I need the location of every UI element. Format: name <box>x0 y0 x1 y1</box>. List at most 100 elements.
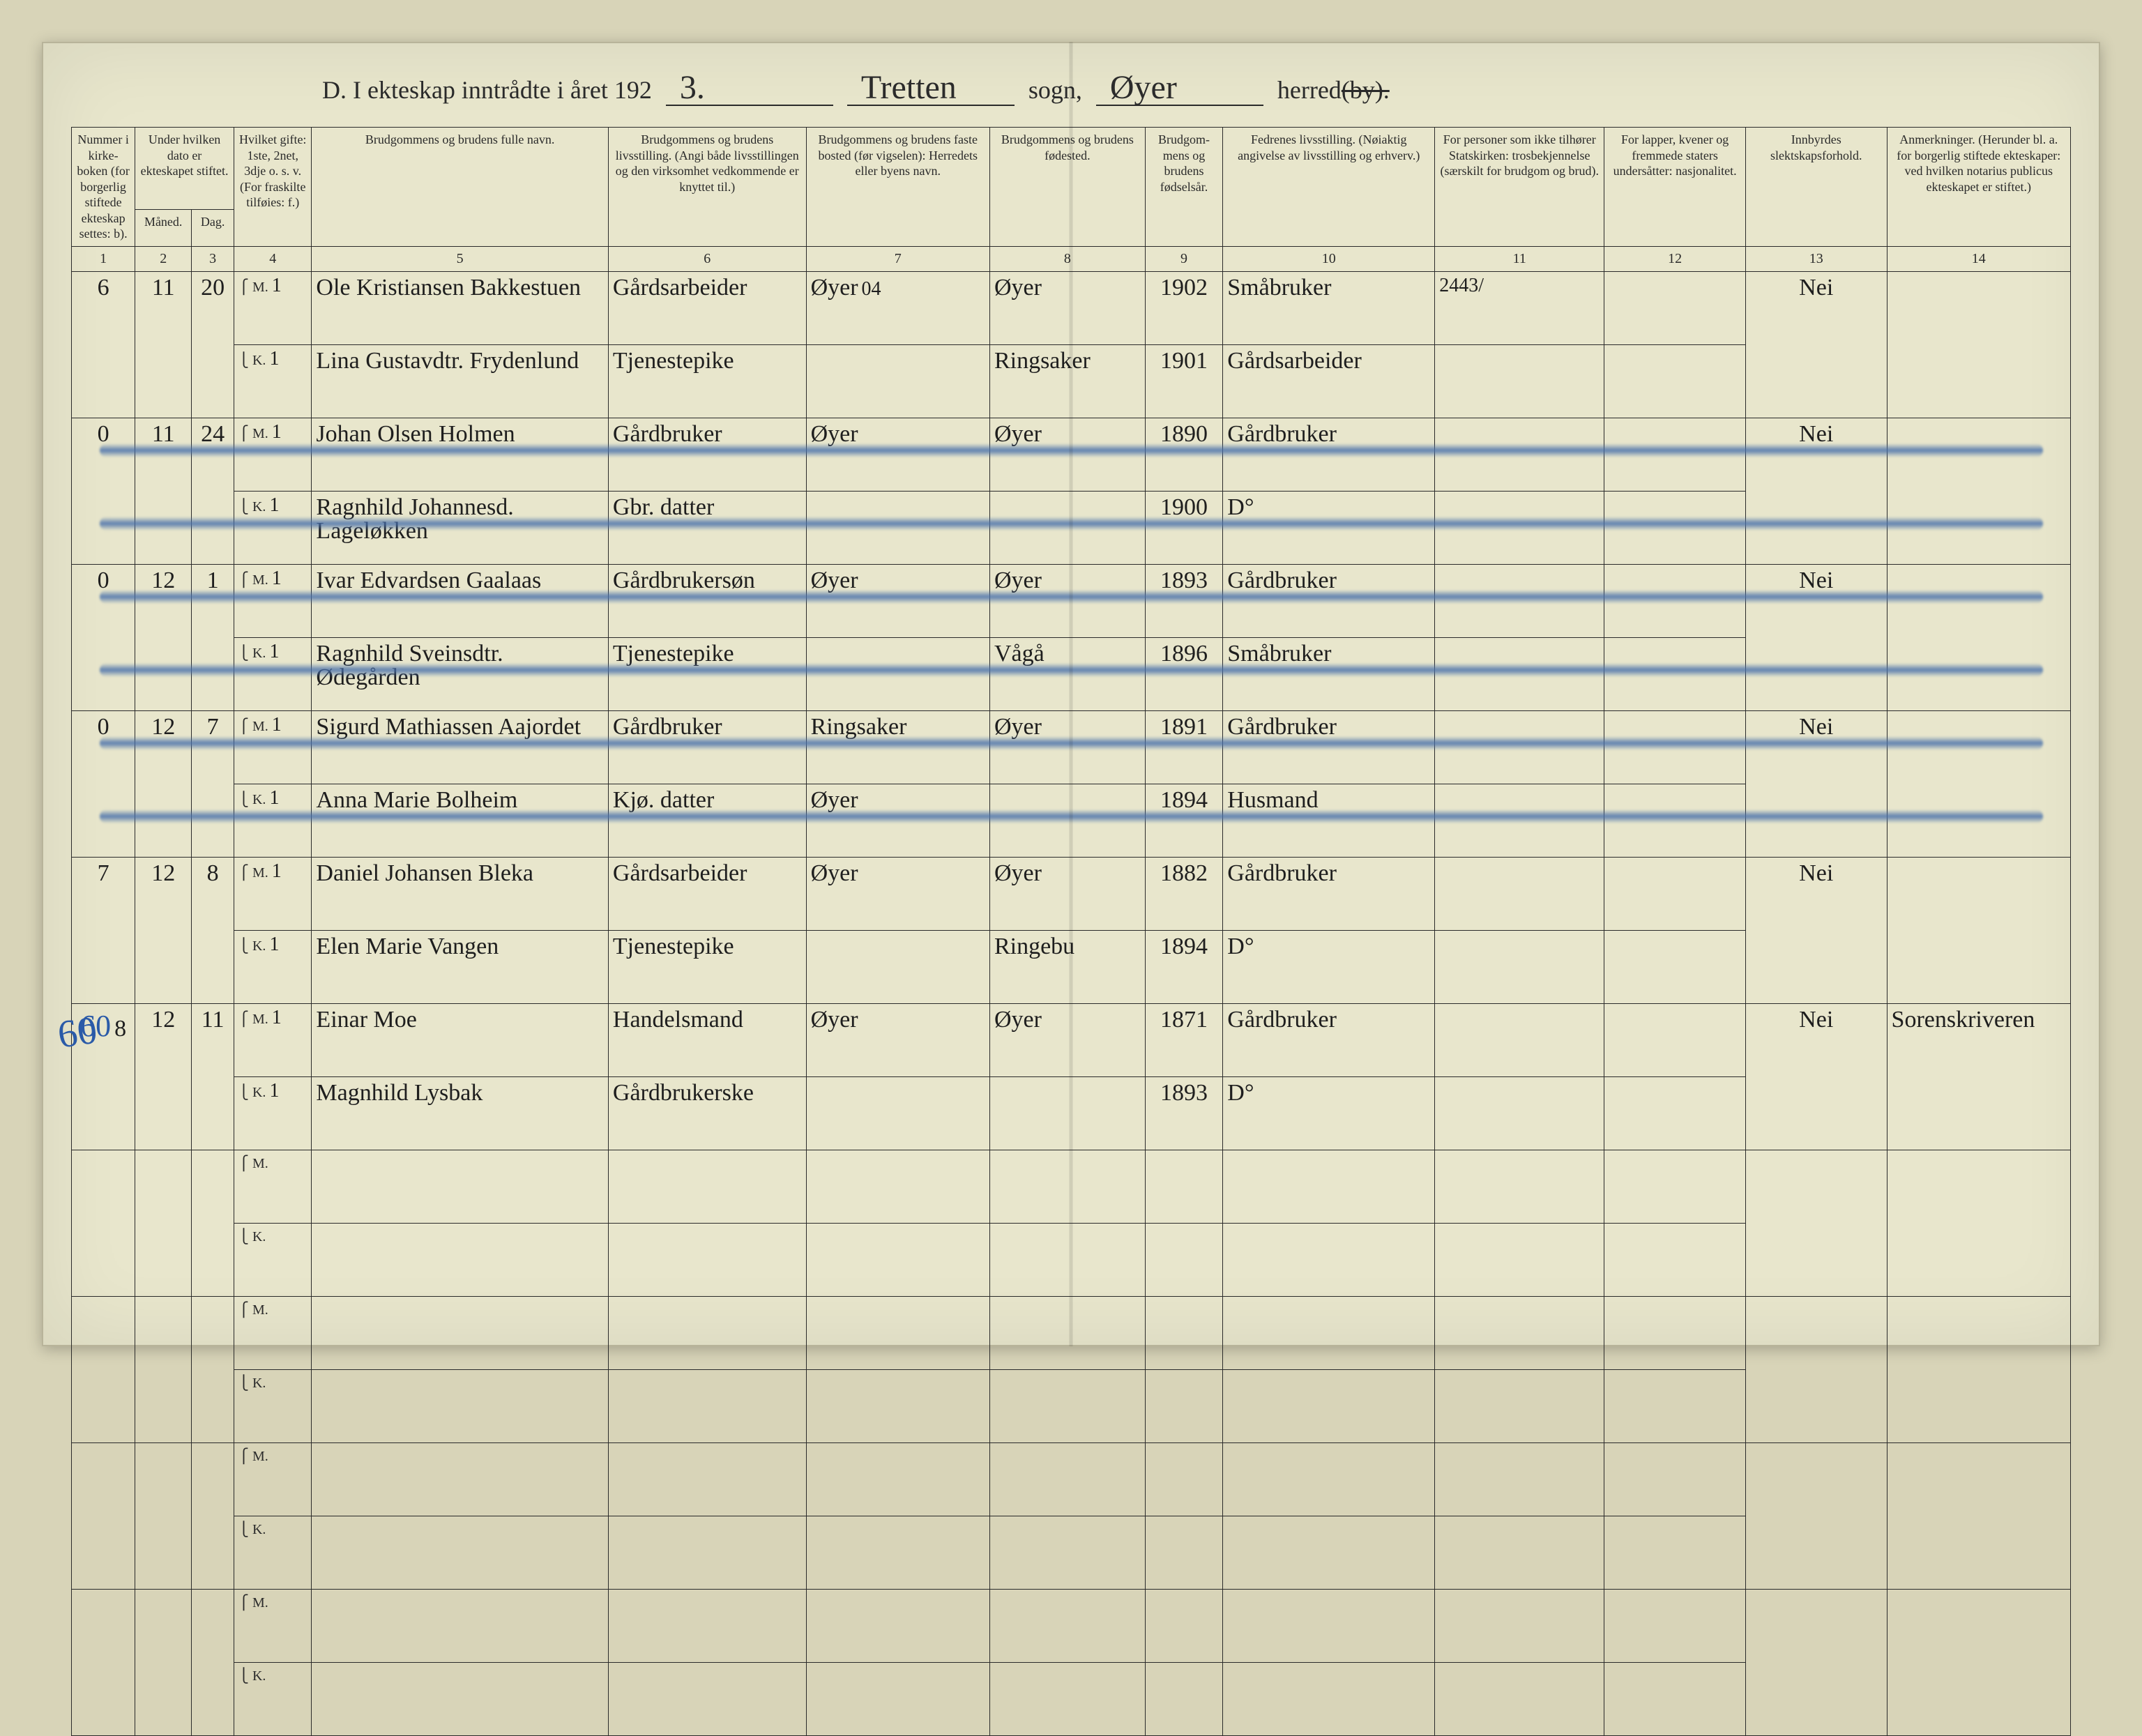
cell-c11-k <box>1435 637 1604 710</box>
cell-stilling-m <box>608 1296 806 1369</box>
cell-number: 6 <box>72 271 135 418</box>
cell-far-m <box>1223 1589 1435 1662</box>
cell-c14 <box>1887 1442 2070 1589</box>
cell-stilling-k <box>608 1516 806 1589</box>
cell-c11-k <box>1435 1076 1604 1150</box>
cell-fodested-k <box>989 1662 1145 1735</box>
cell-stilling-m: Gårdbruker <box>608 418 806 491</box>
cell-aar-k: 1901 <box>1145 344 1222 418</box>
cell-name-k <box>312 1223 608 1296</box>
cell-aar-m: 1890 <box>1145 418 1222 491</box>
cell-fodested-m: Øyer <box>989 1003 1145 1076</box>
col-2-month-header: Måned. <box>135 210 192 246</box>
cell-c11-k <box>1435 784 1604 857</box>
cell-month: 12 <box>135 1003 192 1150</box>
cell-c12-m <box>1604 1003 1746 1076</box>
cell-stilling-k <box>608 1369 806 1442</box>
cell-name-m: Daniel Johansen Bleka <box>312 857 608 930</box>
col-1-header: Nummer i kirke­boken (for bor­gerlig sti… <box>72 128 135 247</box>
cell-c12-m <box>1604 1150 1746 1223</box>
title-by-strike: (by). <box>1342 76 1390 104</box>
cell-c13: Nei <box>1745 418 1887 564</box>
cell-stilling-m: Gårdsarbeider <box>608 271 806 344</box>
cell-stilling-k <box>608 1223 806 1296</box>
cell-bosted-m: Øyer <box>806 418 989 491</box>
cell-number <box>72 1296 135 1442</box>
cell-month: 11 <box>135 418 192 564</box>
cell-fodested-m <box>989 1296 1145 1369</box>
cell-name-k: Ragnhild Johannesd. Lageløkken <box>312 491 608 564</box>
cell-gifte-m: ⎧ M. 1 <box>234 564 311 637</box>
cell-fodested-m <box>989 1150 1145 1223</box>
cell-aar-k <box>1145 1516 1222 1589</box>
cell-month <box>135 1442 192 1589</box>
cell-aar-m: 1902 <box>1145 271 1222 344</box>
cell-day <box>192 1589 234 1735</box>
cell-far-k: D° <box>1223 930 1435 1003</box>
cell-bosted-k <box>806 1369 989 1442</box>
cell-gifte-k: ⎩ K. 1 <box>234 784 311 857</box>
entry-row-m: ⎧ M. <box>72 1296 2071 1369</box>
cell-c13 <box>1745 1589 1887 1735</box>
cell-c13: Nei <box>1745 271 1887 418</box>
cell-aar-k: 1894 <box>1145 930 1222 1003</box>
cell-far-m <box>1223 1296 1435 1369</box>
cell-c11-k <box>1435 930 1604 1003</box>
cell-day: 7 <box>192 710 234 857</box>
col-number: 4 <box>234 246 311 271</box>
cell-fodested-m: Øyer <box>989 418 1145 491</box>
cell-bosted-m: Øyer 04 <box>806 271 989 344</box>
title-prefix: D. I ekteskap inntrådte i året 192 <box>322 75 652 105</box>
col-12-header: For lapper, kvener og fremmede staters u… <box>1604 128 1746 247</box>
cell-c12-m <box>1604 271 1746 344</box>
cell-c11-m <box>1435 1150 1604 1223</box>
cell-far-k: D° <box>1223 491 1435 564</box>
cell-c13 <box>1745 1442 1887 1589</box>
cell-fodested-k <box>989 1369 1145 1442</box>
cell-far-m: Småbruker <box>1223 271 1435 344</box>
cell-far-m: Gårdbruker <box>1223 857 1435 930</box>
cell-gifte-k: ⎩ K. 1 <box>234 344 311 418</box>
cell-bosted-m <box>806 1150 989 1223</box>
cell-aar-m <box>1145 1442 1222 1516</box>
cell-c12-k <box>1604 491 1746 564</box>
cell-far-m <box>1223 1442 1435 1516</box>
cell-stilling-m: Gårdbrukersøn <box>608 564 806 637</box>
col-5-header: Brudgommens og brudens fulle navn. <box>312 128 608 247</box>
cell-far-m <box>1223 1150 1435 1223</box>
cell-c11-k <box>1435 1223 1604 1296</box>
cell-far-k: Gårdsarbeider <box>1223 344 1435 418</box>
cell-c11-m: 2443/ <box>1435 271 1604 344</box>
cell-c12-m <box>1604 418 1746 491</box>
cell-bosted-m: Øyer <box>806 1003 989 1076</box>
cell-c11-k <box>1435 344 1604 418</box>
cell-c11-m <box>1435 710 1604 784</box>
cell-name-k: Ragnhild Sveinsdtr. Ødegården <box>312 637 608 710</box>
cell-gifte-m: ⎧ M. 1 <box>234 857 311 930</box>
cell-far-k <box>1223 1369 1435 1442</box>
col-4-header: Hvilket gifte: 1ste, 2net, 3dje o. s. v.… <box>234 128 311 247</box>
cell-c12-m <box>1604 564 1746 637</box>
cell-c12-m <box>1604 1442 1746 1516</box>
cell-gifte-k: ⎩ K. <box>234 1516 311 1589</box>
cell-aar-k: 1896 <box>1145 637 1222 710</box>
cell-fodested-m: Øyer <box>989 271 1145 344</box>
page: D. I ekteskap inntrådte i året 1923.Tret… <box>0 0 2142 1388</box>
cell-far-k <box>1223 1662 1435 1735</box>
cell-bosted-k <box>806 344 989 418</box>
col-14-header: Anmerkninger. (Herunder bl. a. for borge… <box>1887 128 2070 247</box>
cell-gifte-m: ⎧ M. 1 <box>234 1003 311 1076</box>
cell-fodested-m <box>989 1589 1145 1662</box>
cell-far-m: Gårdbruker <box>1223 418 1435 491</box>
cell-name-k: Anna Marie Bolheim <box>312 784 608 857</box>
cell-bosted-m: Øyer <box>806 857 989 930</box>
cell-c13 <box>1745 1296 1887 1442</box>
cell-gifte-m: ⎧ M. <box>234 1589 311 1662</box>
cell-c12-m <box>1604 1296 1746 1369</box>
col-10-header: Fedrenes livsstilling. (Nøiaktig angivel… <box>1223 128 1435 247</box>
col-number: 10 <box>1223 246 1435 271</box>
cell-number <box>72 1150 135 1296</box>
col-number: 13 <box>1745 246 1887 271</box>
cell-bosted-k <box>806 1662 989 1735</box>
cell-fodested-m <box>989 1442 1145 1516</box>
